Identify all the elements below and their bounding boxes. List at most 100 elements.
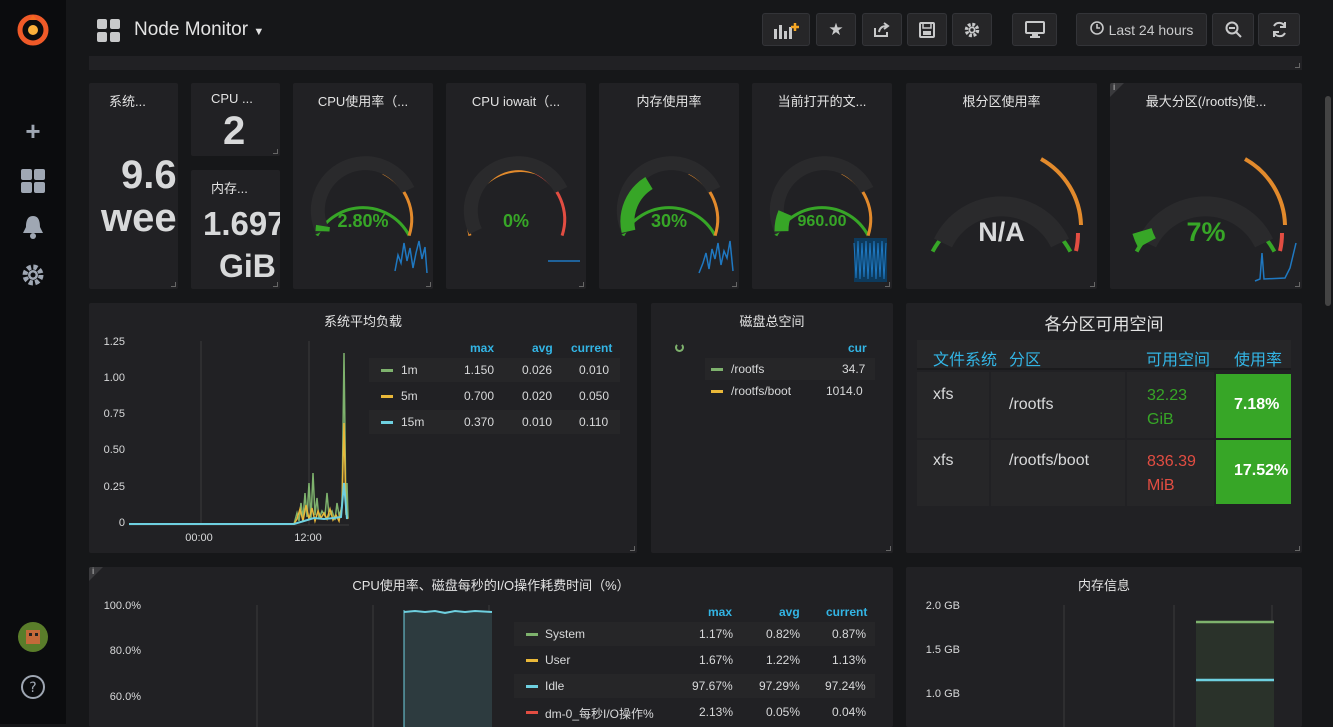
- legend-header-current: cur: [848, 341, 867, 355]
- dashboard-grid-icon[interactable]: [97, 19, 121, 48]
- chevron-down-icon: ▼: [253, 26, 265, 38]
- series-name: /rootfs/boot: [731, 384, 792, 398]
- legend-row-idle[interactable]: Idle 97.67% 97.29% 97.24%: [514, 674, 875, 698]
- table-header: 文件系统 分区 可用空间 使用率: [917, 340, 1291, 370]
- view-mode-button[interactable]: [1012, 13, 1057, 46]
- series-color: [526, 659, 538, 662]
- gauge-panel-root-partition[interactable]: 根分区使用率 N/A: [906, 83, 1097, 289]
- add-panel-button[interactable]: [762, 13, 810, 46]
- panel-title: 内存信息: [1077, 578, 1130, 593]
- gauge-dial: [463, 156, 580, 262]
- column-header-usage[interactable]: 使用率: [1234, 352, 1283, 369]
- share-button[interactable]: [862, 13, 902, 46]
- cell-fs: xfs: [917, 440, 989, 506]
- column-header-part[interactable]: 分区: [1009, 352, 1042, 369]
- gauge-panel-memory[interactable]: 内存使用率 30%: [599, 83, 739, 289]
- add-panel-icon: [774, 22, 799, 39]
- memory-value-line1: 1.697: [203, 205, 280, 242]
- legend-row-user[interactable]: User 1.67% 1.22% 1.13%: [514, 648, 875, 672]
- memory-info-panel[interactable]: 内存信息 2.0 GB 1.5 GB 1.0 GB: [906, 567, 1302, 727]
- y-tick: 80.0%: [109, 645, 141, 657]
- partition-space-panel[interactable]: 各分区可用空间 文件系统 分区 可用空间 使用率 xfs /rootfs 32.…: [906, 303, 1302, 553]
- loading-spinner-icon: [675, 343, 684, 352]
- legend-row-dm0[interactable]: dm-0_每秒I/O操作% 2.13% 0.05% 0.04%: [514, 700, 875, 724]
- column-header-free[interactable]: 可用空间: [1146, 352, 1211, 369]
- table-row: xfs /rootfs 32.23 GiB 7.18%: [917, 372, 1291, 438]
- series-max: 0.370: [464, 415, 495, 429]
- save-button[interactable]: [907, 13, 947, 46]
- info-icon[interactable]: i: [1110, 83, 1124, 97]
- dashboards-icon[interactable]: [0, 168, 66, 199]
- legend-row-rootfs[interactable]: /rootfs 34.7: [705, 358, 875, 380]
- series-name: User: [545, 653, 571, 667]
- series-color: [711, 368, 723, 371]
- avatar[interactable]: [0, 622, 66, 657]
- y-tick: 0: [118, 517, 125, 529]
- series-avg: 0.05%: [766, 705, 801, 719]
- series-current: 34.7: [842, 362, 866, 376]
- legend-row-1m[interactable]: 1m 1.150 0.026 0.010: [369, 358, 620, 382]
- zoom-out-button[interactable]: [1212, 13, 1254, 46]
- svg-text:?: ?: [29, 680, 36, 696]
- legend-header-current: current: [826, 605, 868, 619]
- plus-icon[interactable]: +: [25, 116, 41, 146]
- dashboard-title[interactable]: Node Monitor ▼: [134, 19, 265, 40]
- refresh-icon: [1272, 21, 1286, 38]
- load-average-panel[interactable]: 系统平均负载 1.25 1.00 0.75 0.50 0.25 0 00:00 …: [89, 303, 637, 553]
- series-name: Idle: [545, 679, 565, 693]
- memory-total-panel[interactable]: 内存... 1.697 GiB: [191, 170, 280, 289]
- gauge-panel-open-files[interactable]: 当前打开的文... 960.00: [752, 83, 892, 289]
- gauge-panel-max-partition[interactable]: i 最大分区(/rootfs)使... 7%: [1110, 83, 1302, 289]
- series-current: 0.050: [579, 389, 610, 403]
- series-color: [711, 390, 723, 393]
- gear-icon[interactable]: [0, 262, 66, 293]
- info-icon[interactable]: i: [89, 567, 103, 581]
- panel-title: 根分区使用率: [962, 94, 1041, 109]
- series-color: [526, 685, 538, 688]
- gauge-value: 30%: [650, 211, 688, 231]
- free-value: 32.23: [1147, 387, 1188, 404]
- settings-button[interactable]: [952, 13, 992, 46]
- time-picker-button[interactable]: Last 24 hours: [1076, 13, 1207, 46]
- uptime-value-line2: wee: [101, 196, 177, 240]
- x-tick: 00:00: [185, 532, 213, 544]
- legend-header-avg: avg: [779, 605, 800, 619]
- panel-title: 当前打开的文...: [777, 94, 867, 109]
- disk-total-panel[interactable]: 磁盘总空间 cur /rootfs 34.7 /rootfs/boot 1014…: [651, 303, 893, 553]
- star-button[interactable]: ★: [816, 13, 856, 46]
- series-avg: 0.82%: [766, 627, 801, 641]
- y-tick: 0.50: [103, 444, 125, 456]
- grafana-logo-icon[interactable]: [0, 12, 66, 53]
- free-unit: MiB: [1147, 477, 1175, 494]
- memory-info-graph: [1063, 605, 1274, 727]
- series-color-5m: [381, 395, 393, 398]
- series-color: [526, 711, 538, 714]
- cell-free: 32.23 GiB: [1127, 372, 1214, 438]
- cell-fs: xfs: [917, 372, 989, 438]
- column-header-fs[interactable]: 文件系统: [933, 352, 998, 369]
- series-current: 0.04%: [832, 705, 867, 719]
- series-avg: 0.026: [522, 363, 553, 377]
- uptime-panel[interactable]: 系统... 9.6 wee: [89, 83, 178, 289]
- legend-row-5m[interactable]: 5m 0.700 0.020 0.050: [369, 384, 620, 408]
- gauge-value: 0%: [502, 211, 529, 231]
- gauge-dial: [1132, 157, 1297, 282]
- panel-title: 最大分区(/rootfs)使...: [1145, 94, 1267, 109]
- legend-row-rootfs-boot[interactable]: /rootfs/boot 1014.0: [705, 380, 875, 402]
- legend-row-15m[interactable]: 15m 0.370 0.010 0.110: [369, 410, 620, 434]
- panel-title: 系统...: [109, 94, 146, 109]
- legend-row-system[interactable]: System 1.17% 0.82% 0.87%: [514, 622, 875, 646]
- cpu-cores-panel[interactable]: CPU ... 2: [191, 83, 280, 156]
- bell-icon[interactable]: [0, 214, 66, 245]
- legend-header-max: max: [470, 341, 495, 355]
- help-icon[interactable]: ?: [0, 674, 66, 705]
- clock-icon: [1089, 21, 1104, 38]
- series-current: 97.24%: [825, 679, 866, 693]
- cpu-io-panel[interactable]: i CPU使用率、磁盘每秒的I/O操作耗费时间（%） 100.0% 80.0% …: [89, 567, 893, 727]
- gauge-panel-iowait[interactable]: CPU iowait（... 0%: [446, 83, 586, 289]
- page-scrollbar[interactable]: [1325, 96, 1331, 306]
- y-tick: 1.00: [103, 372, 125, 384]
- gauge-panel-cpu[interactable]: CPU使用率（... 2.80%: [293, 83, 433, 289]
- panel-title: CPU使用率（...: [317, 94, 409, 109]
- refresh-button[interactable]: [1258, 13, 1300, 46]
